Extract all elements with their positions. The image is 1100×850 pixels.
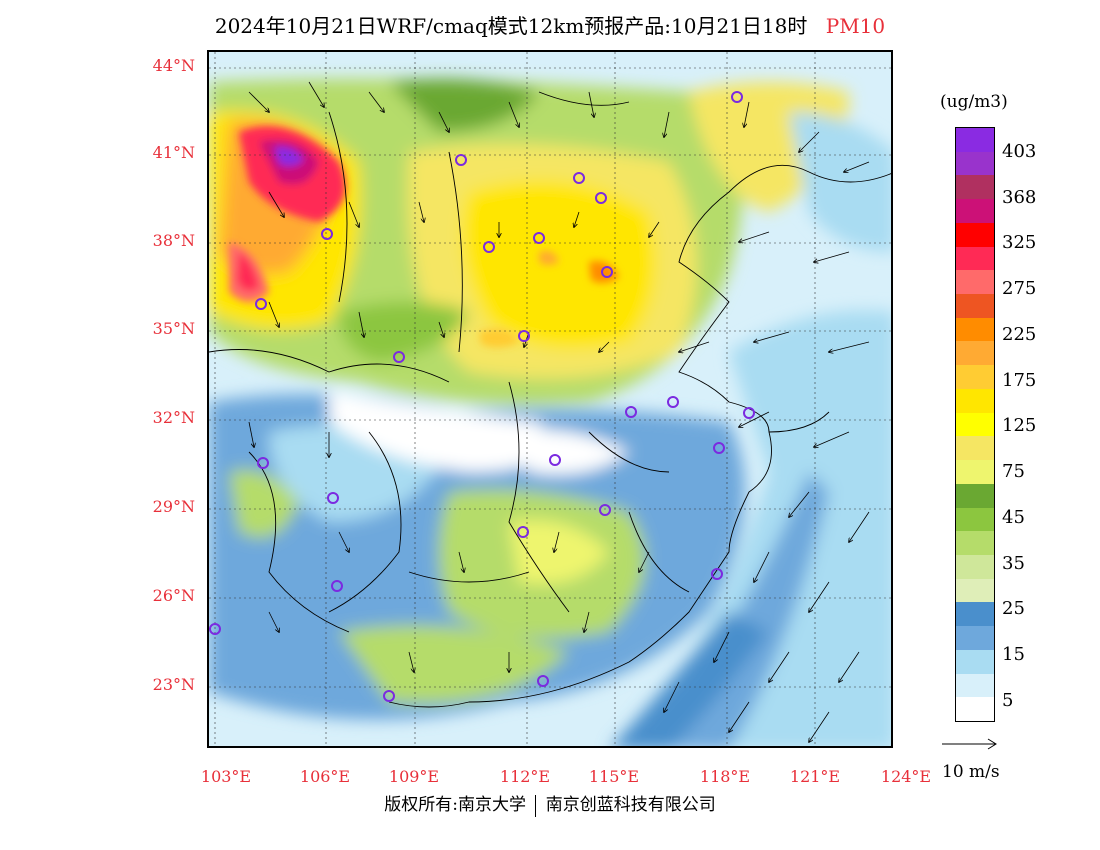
lon-label: 106°E (299, 767, 351, 786)
colorbar-segment (956, 460, 994, 484)
colorbar-label: 368 (1002, 187, 1037, 208)
colorbar-label: 75 (1002, 461, 1025, 482)
wind-legend: 10 m/s (940, 738, 1000, 782)
wind-vectors (248, 81, 870, 742)
colorbar-segment (956, 554, 994, 579)
colorbar-segment (956, 436, 994, 461)
colorbar-segment (956, 483, 994, 508)
colorbar-segment (956, 317, 994, 342)
map-title: 2024年10月21日WRF/cmaq模式12km预报产品:10月21日18时 … (0, 10, 1100, 39)
colorbar-label: 125 (1002, 415, 1037, 436)
colorbar-segment (956, 128, 994, 152)
lat-label: 38°N (152, 231, 195, 250)
boundaries (209, 91, 891, 708)
colorbar-label: 5 (1002, 690, 1014, 711)
forecast-map (207, 50, 893, 748)
lon-label: 118°E (699, 767, 751, 786)
lat-label: 44°N (152, 56, 195, 75)
pollutant-label: PM10 (825, 14, 886, 38)
footer-divider (535, 794, 537, 817)
lon-label: 121°E (789, 767, 841, 786)
lat-label: 35°N (152, 319, 195, 338)
colorbar-label: 35 (1002, 553, 1025, 574)
colorbar-label: 25 (1002, 598, 1025, 619)
colorbar-segment (956, 222, 994, 247)
colorbar-segment (956, 697, 994, 721)
copyright-text: 版权所有:南京大学 (384, 795, 526, 815)
colorbar-label: 45 (1002, 507, 1025, 528)
colorbar-label: 15 (1002, 644, 1025, 665)
colorbar-segment (956, 507, 994, 532)
colorbar-segment (956, 294, 994, 318)
lat-label: 41°N (152, 143, 195, 162)
colorbar-segment (956, 673, 994, 698)
lat-label: 29°N (152, 497, 195, 516)
lon-label: 115°E (588, 767, 640, 786)
wind-arrow-icon (942, 738, 997, 750)
colorbar-segment (956, 578, 994, 603)
colorbar (955, 127, 995, 722)
wind-scale-label: 10 m/s (942, 762, 1000, 782)
colorbar-segment (956, 649, 994, 674)
colorbar-unit: (ug/m3) (940, 92, 1008, 112)
lon-label: 124°E (880, 767, 932, 786)
colorbar-segment (956, 412, 994, 437)
colorbar-segment (956, 175, 994, 200)
lat-label: 23°N (152, 675, 195, 694)
colorbar-segment (956, 531, 994, 555)
colorbar-segment (956, 388, 994, 413)
colorbar-segment (956, 246, 994, 271)
lat-label: 26°N (152, 586, 195, 605)
colorbar-label: 275 (1002, 278, 1037, 299)
colorbar-segment (956, 199, 994, 223)
colorbar-segment (956, 365, 994, 389)
map-canvas (209, 52, 891, 746)
lon-label: 103°E (200, 767, 252, 786)
company-text: 南京创蓝科技有限公司 (545, 795, 716, 815)
colorbar-label: 325 (1002, 232, 1037, 253)
title-text: 2024年10月21日WRF/cmaq模式12km预报产品:10月21日18时 (214, 14, 808, 38)
colorbar-segment (956, 341, 994, 366)
lat-label: 32°N (152, 408, 195, 427)
colorbar-label: 225 (1002, 324, 1037, 345)
colorbar-segment (956, 151, 994, 176)
colorbar-label: 403 (1002, 141, 1037, 162)
city-markers (209, 91, 755, 702)
colorbar-segment (956, 626, 994, 650)
colorbar-segment (956, 270, 994, 295)
colorbar-label: 175 (1002, 370, 1037, 391)
copyright-footer: 版权所有:南京大学 南京创蓝科技有限公司 (0, 790, 1100, 817)
lon-label: 112°E (499, 767, 551, 786)
lon-label: 109°E (388, 767, 440, 786)
colorbar-segment (956, 602, 994, 627)
